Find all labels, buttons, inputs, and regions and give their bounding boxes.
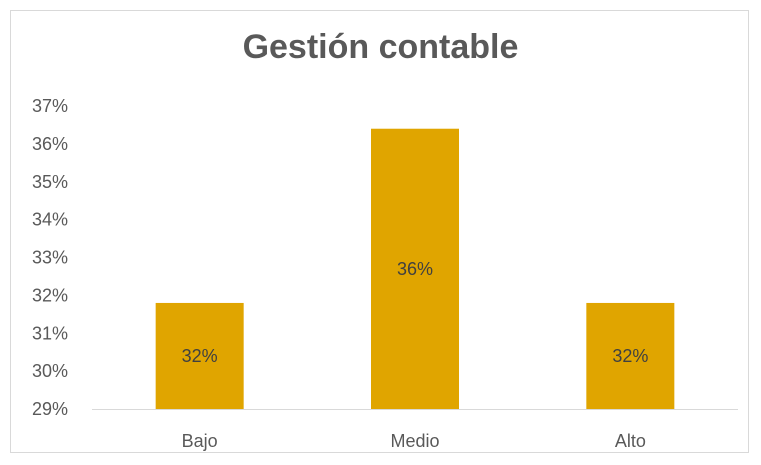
bar-medio [371, 128, 459, 409]
y-tick-label: 34% [32, 210, 68, 230]
y-tick-label: 31% [32, 323, 68, 343]
bar-alto [586, 302, 675, 409]
y-tick-label: 29% [32, 399, 68, 419]
y-tick-label: 35% [32, 172, 68, 192]
y-tick-label: 33% [32, 248, 68, 268]
y-tick-label: 37% [32, 96, 68, 116]
x-category-label: Alto [615, 431, 646, 451]
x-category-label: Medio [390, 431, 439, 451]
y-tick-label: 36% [32, 134, 68, 154]
data-label: 32% [612, 346, 648, 366]
x-category-label: Bajo [182, 431, 218, 451]
y-axis-ticks: 29% 30% 31% 32% 33% 34% 35% 36% 37% [32, 96, 68, 419]
y-tick-label: 32% [32, 285, 68, 305]
bar-bajo [155, 302, 244, 409]
data-label: 32% [182, 346, 218, 366]
chart-title: Gestión contable [242, 28, 519, 66]
y-tick-label: 30% [32, 361, 68, 381]
bars: 32% 36% 32% [155, 128, 675, 409]
x-axis-labels: Bajo Medio Alto [182, 431, 646, 451]
data-label: 36% [397, 259, 433, 279]
